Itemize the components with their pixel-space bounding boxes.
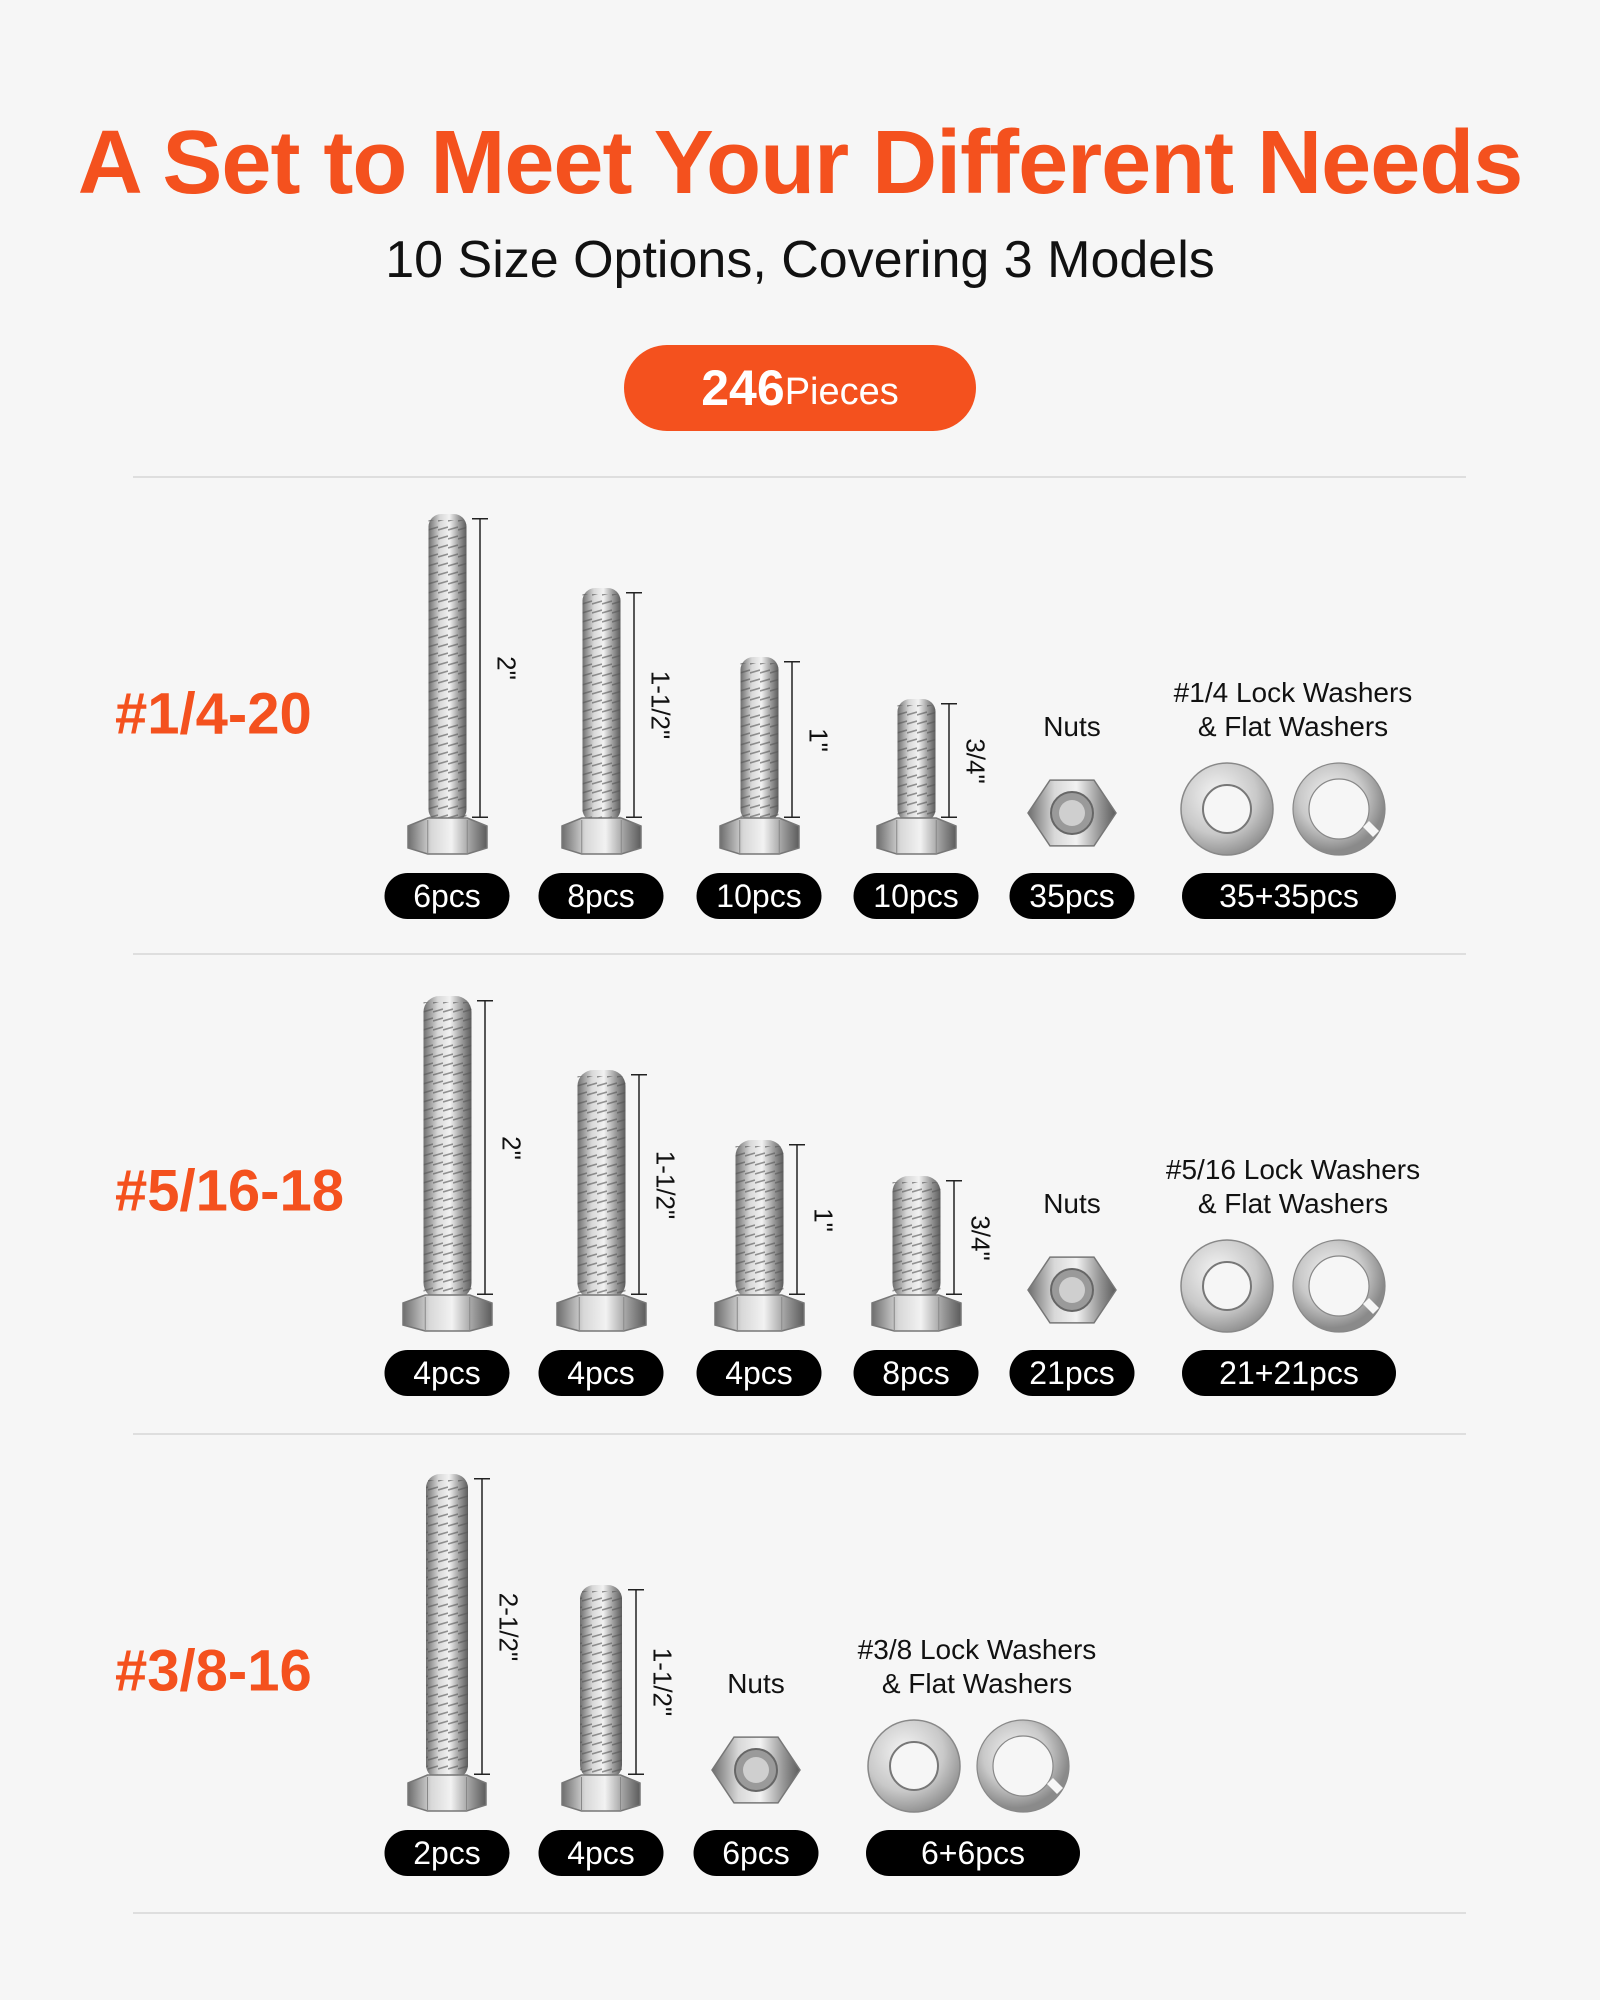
size-row: #5/16-18 2" 4pcs 1-1/2" 4pcs 1" 4pcs 3/4" 8pcs Nu… bbox=[0, 953, 1600, 1431]
quantity-badge: 4pcs bbox=[384, 1350, 510, 1396]
divider bbox=[133, 953, 1466, 955]
quantity-badge: 2pcs bbox=[384, 1830, 510, 1876]
dimension-line bbox=[472, 518, 488, 818]
bolt-length-label: 2" bbox=[491, 656, 522, 680]
divider bbox=[133, 476, 1466, 478]
bolt-3-icon bbox=[870, 1176, 962, 1332]
bolt-0-icon bbox=[407, 1474, 487, 1812]
bolt-2-icon bbox=[718, 657, 800, 855]
size-row: #3/8-16 2-1/2" 2pcs 1-1/2" 4pcs Nuts 6pcs #3/8 … bbox=[0, 1433, 1600, 1911]
hex-nut-icon bbox=[711, 1736, 801, 1804]
hex-nut-icon bbox=[1027, 779, 1117, 847]
washers-caption-line1: #5/16 Lock Washers bbox=[1165, 1154, 1421, 1185]
washers-caption: #3/8 Lock Washers & Flat Washers bbox=[858, 1633, 1097, 1701]
quantity-badge: 8pcs bbox=[538, 873, 664, 919]
bolt-length-label: 2" bbox=[496, 1135, 527, 1160]
dimension-line bbox=[628, 1589, 644, 1775]
divider bbox=[133, 1912, 1466, 1914]
flat-washer-icon bbox=[1180, 1239, 1274, 1333]
quantity-badge: 6pcs bbox=[693, 1830, 819, 1876]
quantity-badge: 10pcs bbox=[853, 873, 979, 919]
bolt-length-label: 1-1/2" bbox=[645, 670, 676, 740]
bolt-length-label: 1-1/2" bbox=[647, 1647, 678, 1717]
nuts-caption: Nuts bbox=[1043, 1188, 1101, 1219]
washers-caption-line2: & Flat Washers bbox=[1197, 1188, 1389, 1219]
total-count: 246 bbox=[701, 360, 785, 416]
quantity-badge: 21+21pcs bbox=[1182, 1350, 1396, 1396]
page-title: A Set to Meet Your Different Needs bbox=[77, 113, 1524, 213]
washers-caption-line1: #3/8 Lock Washers bbox=[857, 1634, 1097, 1665]
total-unit: Pieces bbox=[784, 370, 899, 413]
quantity-badge: 4pcs bbox=[696, 1350, 822, 1396]
washers-caption: #1/4 Lock Washers & Flat Washers bbox=[1174, 676, 1413, 744]
quantity-badge: 6+6pcs bbox=[866, 1830, 1080, 1876]
bolt-1-icon bbox=[561, 1585, 641, 1812]
flat-washer-icon bbox=[1180, 762, 1274, 856]
size-row: #1/4-20 2" 6pcs 1-1/2" 8pcs 1" 10pcs 3/4" 10pcs N… bbox=[0, 476, 1600, 954]
quantity-badge: 35+35pcs bbox=[1182, 873, 1396, 919]
dimension-line bbox=[477, 1000, 493, 1295]
page-subtitle: 10 Size Options, Covering 3 Models bbox=[385, 231, 1215, 289]
bolt-2-icon bbox=[713, 1140, 805, 1332]
nuts-caption: Nuts bbox=[727, 1668, 785, 1699]
nuts-caption: Nuts bbox=[1043, 711, 1101, 742]
bolt-length-label: 1" bbox=[808, 1207, 839, 1232]
dimension-line bbox=[789, 1144, 805, 1295]
divider bbox=[133, 1433, 1466, 1435]
dimension-line bbox=[626, 592, 642, 818]
washers-caption-line2: & Flat Washers bbox=[1197, 711, 1389, 742]
bolt-length-label: 1-1/2" bbox=[650, 1150, 681, 1219]
bolt-3-icon bbox=[875, 699, 957, 855]
dimension-line bbox=[941, 703, 957, 818]
dimension-line bbox=[946, 1180, 962, 1295]
quantity-badge: 8pcs bbox=[853, 1350, 979, 1396]
bolt-length-label: 3/4" bbox=[960, 737, 991, 784]
row-size-label: #1/4-20 bbox=[115, 681, 312, 747]
dimension-line bbox=[474, 1478, 490, 1775]
flat-washer-icon bbox=[867, 1719, 961, 1813]
washers-caption-line2: & Flat Washers bbox=[881, 1668, 1073, 1699]
row-size-label: #5/16-18 bbox=[115, 1158, 344, 1224]
bolt-length-label: 2-1/2" bbox=[493, 1592, 524, 1661]
lock-washer-icon bbox=[1292, 1239, 1386, 1333]
quantity-badge: 6pcs bbox=[384, 873, 510, 919]
bolt-1-icon bbox=[555, 1070, 647, 1332]
bolt-0-icon bbox=[401, 996, 493, 1332]
hex-nut-icon bbox=[1027, 1256, 1117, 1324]
quantity-badge: 35pcs bbox=[1009, 873, 1135, 919]
bolt-0-icon bbox=[406, 514, 488, 855]
quantity-badge: 4pcs bbox=[538, 1350, 664, 1396]
quantity-badge: 4pcs bbox=[538, 1830, 664, 1876]
quantity-badge: 21pcs bbox=[1009, 1350, 1135, 1396]
bolt-length-label: 3/4" bbox=[965, 1214, 996, 1261]
row-size-label: #3/8-16 bbox=[115, 1638, 312, 1704]
washers-caption-line1: #1/4 Lock Washers bbox=[1173, 677, 1413, 708]
dimension-line bbox=[784, 661, 800, 818]
total-pieces-badge: 246 Pieces bbox=[624, 345, 976, 431]
lock-washer-icon bbox=[976, 1719, 1070, 1813]
dimension-line bbox=[631, 1074, 647, 1295]
bolt-1-icon bbox=[560, 588, 642, 855]
bolt-length-label: 1" bbox=[803, 727, 834, 752]
lock-washer-icon bbox=[1292, 762, 1386, 856]
quantity-badge: 10pcs bbox=[696, 873, 822, 919]
washers-caption: #5/16 Lock Washers & Flat Washers bbox=[1166, 1153, 1420, 1221]
